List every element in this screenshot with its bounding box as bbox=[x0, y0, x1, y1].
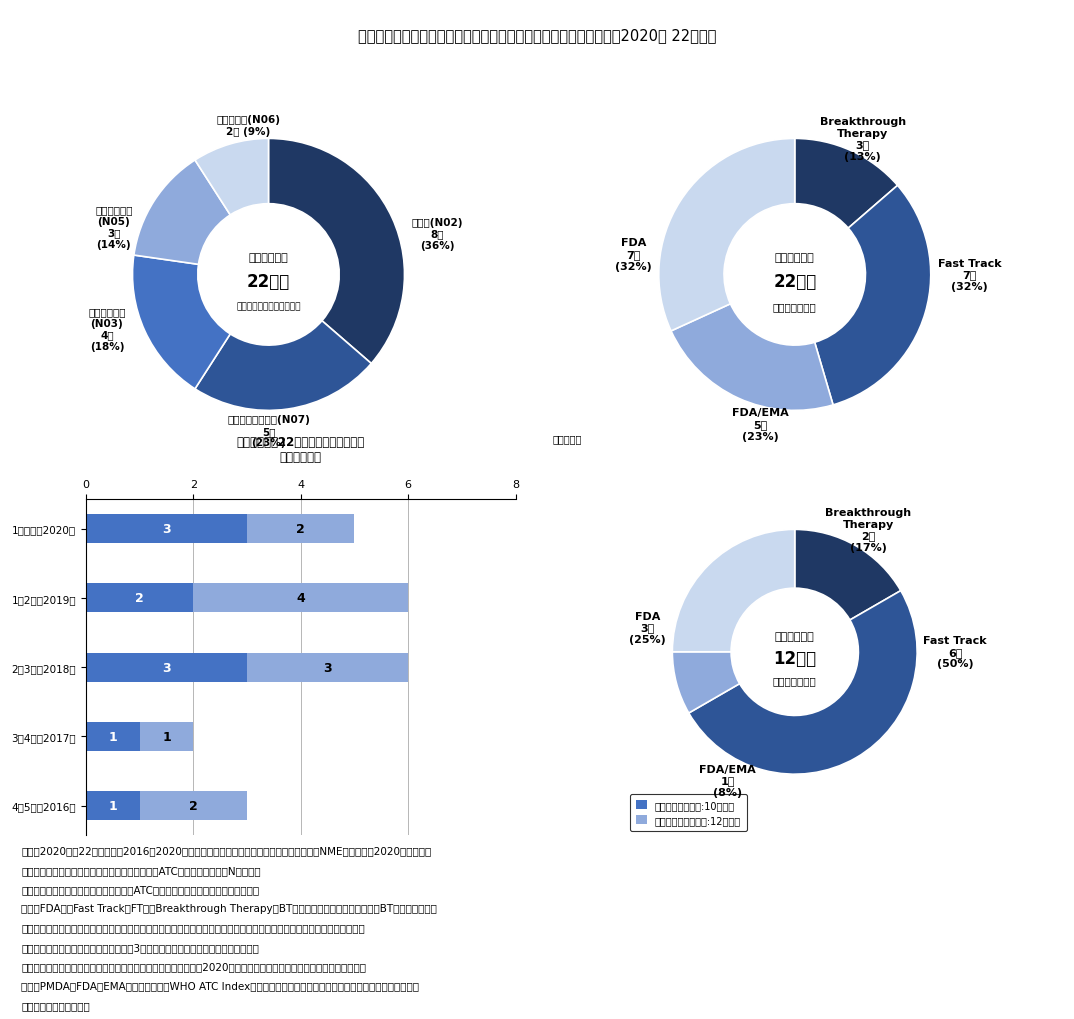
Text: Breakthrough
Therapy
2品
(17%): Breakthrough Therapy 2品 (17%) bbox=[825, 507, 911, 552]
Text: 出所：PMDA、FDA、EMAの各公開情報、WHO ATC Index、明日の新薬（株式会社テクノミック）をもとに医薬産業政: 出所：PMDA、FDA、EMAの各公開情報、WHO ATC Index、明日の新… bbox=[21, 980, 420, 990]
Text: 注３：FDAよりFast Track（FT）とBreakthrough Therapy（BT）の両方の指定を受けた品目はBT品として集計。: 注３：FDAよりFast Track（FT）とBreakthrough Ther… bbox=[21, 904, 437, 913]
Text: 注２：疾患分類（括弧内の英数字）は、ATCコードレベル２に基づいて分類した。: 注２：疾患分類（括弧内の英数字）は、ATCコードレベル２に基づいて分類した。 bbox=[21, 884, 260, 895]
Text: 図７　国内未承認薬：神経系用剤の内訳（調査時点と対象品目数：2020年 22品目）: 図７ 国内未承認薬：神経系用剤の内訳（調査時点と対象品目数：2020年 22品目… bbox=[358, 29, 716, 43]
Wedge shape bbox=[671, 305, 833, 411]
Text: 4: 4 bbox=[296, 592, 305, 604]
Text: FDA/EMA
5品
(23%): FDA/EMA 5品 (23%) bbox=[732, 408, 789, 441]
Text: 注５：ここで示した承認遅延の状況は、未承認薬の欧米承認年と2020年末調査時点との差を表した暫定的な値である。: 注５：ここで示した承認遅延の状況は、未承認薬の欧米承認年と2020年末調査時点と… bbox=[21, 961, 366, 971]
Text: 3: 3 bbox=[162, 523, 171, 536]
Text: 1: 1 bbox=[108, 799, 117, 812]
Text: Fast Track
7品
(32%): Fast Track 7品 (32%) bbox=[938, 259, 1001, 291]
Text: FDA/EMA
1品
(8%): FDA/EMA 1品 (8%) bbox=[699, 764, 756, 797]
Wedge shape bbox=[672, 530, 795, 652]
Text: 抗てんかん薬
(N03)
4品
(18%): 抗てんかん薬 (N03) 4品 (18%) bbox=[88, 307, 126, 352]
Text: 精神賦活薬(N06)
2品 (9%): 精神賦活薬(N06) 2品 (9%) bbox=[216, 115, 280, 137]
Text: 3: 3 bbox=[162, 661, 171, 674]
Legend: 国内開発中（合計:10品目）, 開発情報なし（合計:12品目）: 国内開発中（合計:10品目）, 開発情報なし（合計:12品目） bbox=[629, 794, 746, 830]
Wedge shape bbox=[672, 652, 740, 713]
Text: 統合失調症薬
(N05)
3品
(14%): 統合失調症薬 (N05) 3品 (14%) bbox=[95, 205, 132, 250]
Text: 日本では承認を受けていない神経系用剤（ATCコードレベル１：N）の数。: 日本では承認を受けていない神経系用剤（ATCコードレベル１：N）の数。 bbox=[21, 865, 261, 875]
Text: 注１：2020年の22品目とは、2016～2020年に欧米で承認された新規有効成分含有医薬品（NME）のうち、2020年末時点で: 注１：2020年の22品目とは、2016～2020年に欧米で承認された新規有効成… bbox=[21, 846, 432, 856]
Text: 策研究所にて作成: 策研究所にて作成 bbox=[21, 1000, 90, 1010]
Text: 1: 1 bbox=[162, 731, 171, 743]
Title: 国内未承認薬22品目（神経系用剤）の
承認遅延状況: 国内未承認薬22品目（神経系用剤）の 承認遅延状況 bbox=[236, 435, 365, 464]
Wedge shape bbox=[795, 140, 898, 229]
Text: （品目数）: （品目数） bbox=[552, 434, 582, 444]
Text: 12品目: 12品目 bbox=[773, 649, 816, 667]
Wedge shape bbox=[195, 321, 372, 411]
Bar bbox=[86, 722, 140, 751]
Text: （神経系用剤）: （神経系用剤） bbox=[773, 302, 816, 312]
Bar bbox=[140, 791, 247, 820]
Text: その他の神経系用(N07)
5品
(23%): その他の神経系用(N07) 5品 (23%) bbox=[227, 415, 310, 448]
Text: 国内未承認薬: 国内未承認薬 bbox=[248, 253, 289, 263]
Wedge shape bbox=[132, 256, 230, 389]
Wedge shape bbox=[134, 161, 230, 265]
Text: 鎮痛薬(N02)
8品
(36%): 鎮痛薬(N02) 8品 (36%) bbox=[411, 218, 463, 251]
Wedge shape bbox=[268, 140, 405, 364]
Text: 開発情報なし: 開発情報なし bbox=[774, 631, 815, 641]
Text: 22品目: 22品目 bbox=[773, 273, 816, 290]
Text: 注４：開発情報は「明日の新薬」の記載に準じる。国内開発情報なしの品目には、調査時点で開発情報が得られなかった品: 注４：開発情報は「明日の新薬」の記載に準じる。国内開発情報なしの品目には、調査時… bbox=[21, 923, 365, 932]
Text: 22品目: 22品目 bbox=[247, 273, 290, 290]
Wedge shape bbox=[688, 591, 917, 774]
Bar bbox=[86, 584, 193, 612]
Text: （神経系用剤）: （神経系用剤） bbox=[773, 676, 816, 686]
Text: Fast Track
6品
(50%): Fast Track 6品 (50%) bbox=[924, 636, 987, 668]
Text: FDA
3品
(25%): FDA 3品 (25%) bbox=[629, 611, 666, 644]
Text: （神経系用剤：疾患分類）: （神経系用剤：疾患分類） bbox=[236, 302, 301, 311]
Bar bbox=[193, 584, 408, 612]
Text: 2: 2 bbox=[135, 592, 144, 604]
Text: Breakthrough
Therapy
3品
(13%): Breakthrough Therapy 3品 (13%) bbox=[819, 117, 905, 162]
Bar bbox=[140, 722, 193, 751]
Text: 目のほか、国内開発中止、中断、3年以上の開発情報更新なしの品目を含む。: 目のほか、国内開発中止、中断、3年以上の開発情報更新なしの品目を含む。 bbox=[21, 942, 259, 952]
Wedge shape bbox=[195, 140, 268, 216]
Bar bbox=[86, 515, 247, 544]
Bar bbox=[247, 515, 354, 544]
Wedge shape bbox=[795, 530, 901, 621]
Wedge shape bbox=[815, 186, 931, 406]
Text: 2: 2 bbox=[189, 799, 198, 812]
Wedge shape bbox=[658, 140, 795, 331]
Text: 国内未承認薬: 国内未承認薬 bbox=[774, 253, 815, 263]
Text: 2: 2 bbox=[296, 523, 305, 536]
Bar bbox=[86, 653, 247, 682]
Text: FDA
7品
(32%): FDA 7品 (32%) bbox=[615, 238, 652, 271]
Bar bbox=[86, 791, 140, 820]
Bar bbox=[247, 653, 408, 682]
Text: 3: 3 bbox=[323, 661, 332, 674]
Text: 1: 1 bbox=[108, 731, 117, 743]
